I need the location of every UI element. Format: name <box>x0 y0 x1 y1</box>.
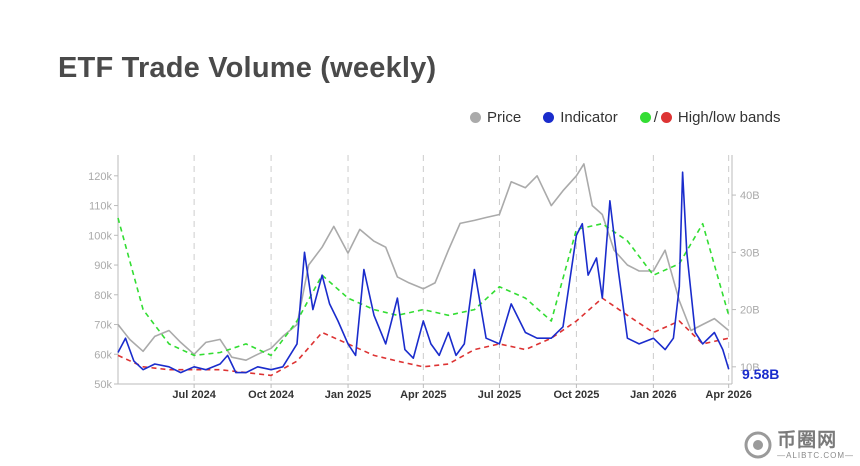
x-tick-label: Oct 2025 <box>553 389 599 401</box>
x-tick-label: Oct 2024 <box>248 389 295 401</box>
right-tick-label: 20B <box>740 305 760 317</box>
indicator-line <box>117 171 730 374</box>
watermark: 币圈网 —ALIBTC.COM— <box>743 430 854 460</box>
x-tick-label: Apr 2026 <box>705 389 751 401</box>
right-tick-label: 10B <box>740 362 760 374</box>
x-tick-label: Apr 2025 <box>400 389 446 401</box>
high-band-line <box>117 217 730 357</box>
chart-title: ETF Trade Volume (weekly) <box>58 52 437 84</box>
high-band-dot-icon <box>639 112 651 123</box>
price-dot-icon <box>470 112 481 123</box>
last-value-label: 9.58B <box>742 366 779 382</box>
x-tick-label: Jan 2026 <box>630 389 676 401</box>
right-tick-label: 30B <box>740 247 760 259</box>
legend-item-indicator[interactable]: Indicator <box>543 109 618 126</box>
left-tick-label: 60k <box>94 349 112 361</box>
low-band-line <box>117 297 729 377</box>
legend-label-indicator: Indicator <box>560 109 618 126</box>
left-tick-label: 70k <box>94 320 112 332</box>
legend-slash: / <box>653 109 658 126</box>
left-tick-label: 80k <box>94 290 112 302</box>
legend-label-bands: High/low bands <box>677 109 781 126</box>
legend-item-price[interactable]: Price <box>470 109 521 126</box>
x-tick-label: Jan 2025 <box>325 389 371 401</box>
left-tick-label: 100k <box>88 230 112 242</box>
watermark-sub: —ALIBTC.COM— <box>777 450 854 460</box>
x-tick-label: Jul 2025 <box>478 389 521 401</box>
price-line <box>117 163 730 361</box>
watermark-main: 币圈网 <box>777 429 838 451</box>
indicator-dot-icon <box>543 112 555 123</box>
legend-item-bands[interactable]: / High/low bands <box>639 109 781 126</box>
right-tick-label: 40B <box>740 190 760 202</box>
left-tick-label: 120k <box>88 171 112 183</box>
x-tick-label: Jul 2024 <box>172 389 216 401</box>
left-tick-label: 90k <box>94 260 112 272</box>
left-tick-label: 110k <box>89 201 113 213</box>
low-band-dot-icon <box>660 112 672 123</box>
watermark-logo-icon <box>744 431 772 459</box>
legend: Price Indicator / High/low bands <box>470 109 802 126</box>
left-tick-label: 50k <box>94 379 112 391</box>
legend-label-price: Price <box>487 109 522 126</box>
